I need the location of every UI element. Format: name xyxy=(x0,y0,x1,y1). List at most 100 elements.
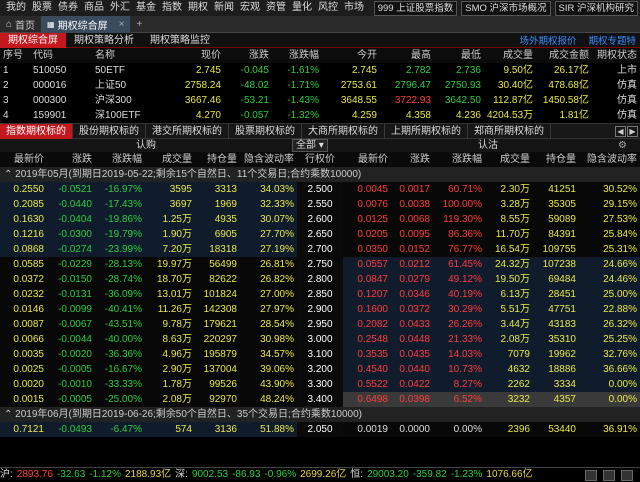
call-cell: 4935 xyxy=(195,212,240,227)
category-tab[interactable]: 指数期权标的 xyxy=(0,123,73,139)
option-chain-row[interactable]: 0.0015 -0.0005 -25.00% 2.08万 92970 48.24% 3.40… xyxy=(0,392,640,407)
menu-item[interactable]: 商品 xyxy=(84,2,104,13)
column-header[interactable]: 持仓量 xyxy=(195,152,240,167)
menu-item[interactable]: 债券 xyxy=(58,2,78,13)
table-row[interactable]: 4 159901 深100ETF 4.270 -0.057 -1.32% 4.259 4.35… xyxy=(0,108,640,123)
call-cell: 43.90% xyxy=(240,377,297,392)
strike-header[interactable]: 行权价 xyxy=(297,152,343,167)
strike-price: 2.600 xyxy=(297,212,343,227)
quick-button[interactable]: 999 上证股票指数 xyxy=(373,0,458,16)
option-chain-row[interactable]: 0.1216 -0.0300 -19.79% 1.90万 6905 27.70% 2.650… xyxy=(0,227,640,242)
column-header[interactable]: 涨跌幅 xyxy=(95,152,145,167)
close-icon[interactable]: × xyxy=(118,18,125,30)
put-cell: 0.3535 xyxy=(343,347,391,362)
table-cell: -53.21 xyxy=(240,95,269,106)
header-link[interactable]: 场外期权报价 xyxy=(519,36,577,47)
column-header[interactable]: 隐含波动率 xyxy=(579,152,640,167)
put-cell: 40.19% xyxy=(433,287,485,302)
option-chain-row[interactable]: 0.0020 -0.0010 -33.33% 1.78万 99526 43.90% 3.30… xyxy=(0,377,640,392)
table-cell: 4.236 xyxy=(455,110,481,121)
category-tab[interactable]: 股票期权标的 xyxy=(229,123,302,139)
option-chain-row[interactable]: 0.0232 -0.0131 -36.09% 13.01万 101824 27.00% 2.… xyxy=(0,287,640,302)
menu-item[interactable]: 指数 xyxy=(162,2,182,13)
option-chain-row[interactable]: 0.0868 -0.0274 -23.99% 7.20万 18318 27.19% 2.70… xyxy=(0,242,640,257)
collapse-icon[interactable]: ⌃ xyxy=(4,409,16,420)
expiry-group-row[interactable]: ⌃ 2019年05月(到期日2019-05-22;剩余15个自然日、11个交易日… xyxy=(0,167,640,182)
menu-item[interactable]: 股票 xyxy=(32,2,52,13)
status-icon[interactable] xyxy=(603,469,615,481)
option-chain-row[interactable]: 0.0087 -0.0067 -43.51% 9.78万 179621 28.54% 2.9… xyxy=(0,317,640,332)
settings-gear-icon[interactable]: ⚙ xyxy=(618,140,627,151)
option-chain-row[interactable]: 0.0585 -0.0229 -28.13% 19.97万 56499 26.81% 2.7… xyxy=(0,257,640,272)
column-header[interactable]: 成交量 xyxy=(145,152,195,167)
next-arrow-icon[interactable]: ▶ xyxy=(627,125,638,137)
option-chain-row[interactable]: 0.0372 -0.0150 -28.74% 18.70万 82622 26.82% 2.8… xyxy=(0,272,640,287)
menu-item[interactable]: 基金 xyxy=(136,2,156,13)
column-header[interactable]: 涨跌 xyxy=(224,48,272,63)
column-header[interactable]: 最低 xyxy=(434,48,484,63)
subtab[interactable]: 期权策略分析 xyxy=(74,34,134,46)
put-cell: 27.53% xyxy=(579,212,640,227)
expiry-group-row[interactable]: ⌃ 2019年06月(到期日2019-06-26;剩余50个自然日、35个交易日… xyxy=(0,407,640,422)
quick-button[interactable]: SMO 沪深市场概况 xyxy=(461,0,551,16)
category-tab[interactable]: 郑商所期权标的 xyxy=(468,123,551,139)
menu-item[interactable]: 新闻 xyxy=(214,2,234,13)
prev-arrow-icon[interactable]: ◀ xyxy=(615,125,626,137)
tab-home[interactable]: ⌂ 首页 xyxy=(6,18,36,32)
table-row[interactable]: 3 000300 沪深300 3667.46 -53.21 -1.43% 3648.55 37… xyxy=(0,93,640,108)
put-cell: 2396 xyxy=(485,422,533,437)
table-row[interactable]: 2 000016 上证50 2758.24 -48.02 -1.71% 2753.61 279… xyxy=(0,78,640,93)
option-chain-row[interactable]: 0.0035 -0.0020 -36.36% 4.96万 195879 34.57% 3.1… xyxy=(0,347,640,362)
menu-item[interactable]: 宏观 xyxy=(240,2,260,13)
menu-item[interactable]: 期权 xyxy=(188,2,208,13)
column-header[interactable]: 成交量 xyxy=(484,48,536,63)
subtab[interactable]: 期权综合屏 xyxy=(0,32,66,48)
column-header[interactable]: 涨跌幅 xyxy=(433,152,485,167)
call-cell: 6905 xyxy=(195,227,240,242)
quick-button[interactable]: SIR 沪深机构研究 xyxy=(554,0,638,16)
option-chain-row[interactable]: 0.0066 -0.0044 -40.00% 8.63万 220297 30.98% 3.0… xyxy=(0,332,640,347)
menu-item[interactable]: 风控 xyxy=(318,2,338,13)
menu-item[interactable]: 市场 xyxy=(344,2,364,13)
category-tab[interactable]: 上期所期权标的 xyxy=(385,123,468,139)
table-row[interactable]: 1 510050 50ETF 2.745 -0.045 -1.61% 2.745 2.782 2… xyxy=(0,63,640,78)
column-header[interactable]: 现价 xyxy=(154,48,224,63)
column-header[interactable]: 序号 xyxy=(0,48,30,63)
menu-item[interactable]: 资管 xyxy=(266,2,286,13)
new-tab-button[interactable]: + xyxy=(136,18,143,30)
category-tab[interactable]: 大商所期权标的 xyxy=(302,123,385,139)
option-chain-row[interactable]: 0.2550 -0.0521 -16.97% 3595 3313 34.03% 2.500 0… xyxy=(0,182,640,197)
column-header[interactable]: 代码 xyxy=(30,48,92,63)
subtab[interactable]: 期权策略监控 xyxy=(150,34,210,46)
column-header[interactable]: 今开 xyxy=(322,48,380,63)
column-header[interactable]: 期权状态 xyxy=(592,48,640,63)
menu-item[interactable]: 我的 xyxy=(6,2,26,13)
option-chain-row[interactable]: 0.2085 -0.0440 -17.43% 3697 1969 32.33% 2.550 0… xyxy=(0,197,640,212)
tab-options-screen[interactable]: ▦ 期权综合屏 × xyxy=(41,15,131,33)
option-chain-row[interactable]: 0.0025 -0.0005 -16.67% 2.90万 137004 39.06% 3.2… xyxy=(0,362,640,377)
expiry-filter-select[interactable]: 全部 ▾ xyxy=(292,139,328,152)
column-header[interactable]: 最新价 xyxy=(0,152,47,167)
column-header[interactable]: 名称 xyxy=(92,48,154,63)
header-link[interactable]: 期权专题特 xyxy=(588,36,636,47)
status-icon[interactable] xyxy=(621,469,633,481)
column-header[interactable]: 成交量 xyxy=(485,152,533,167)
category-tab[interactable]: 港交所期权标的 xyxy=(146,123,229,139)
option-chain-row[interactable]: 0.7121 -0.0493 -6.47% 574 3136 51.88% 2.050 0.0… xyxy=(0,422,640,437)
strike-price: 2.650 xyxy=(297,227,343,242)
column-header[interactable]: 涨跌 xyxy=(47,152,95,167)
menu-item[interactable]: 量化 xyxy=(292,2,312,13)
column-header[interactable]: 隐含波动率 xyxy=(240,152,297,167)
option-chain-row[interactable]: 0.1630 -0.0404 -19.86% 1.25万 4935 30.07% 2.600… xyxy=(0,212,640,227)
column-header[interactable]: 最高 xyxy=(380,48,434,63)
collapse-icon[interactable]: ⌃ xyxy=(4,169,16,180)
column-header[interactable]: 成交金额 xyxy=(536,48,592,63)
column-header[interactable]: 涨跌幅 xyxy=(272,48,322,63)
menu-item[interactable]: 外汇 xyxy=(110,2,130,13)
option-chain-row[interactable]: 0.0146 -0.0099 -40.41% 11.26万 142308 27.97% 2.… xyxy=(0,302,640,317)
column-header[interactable]: 持仓量 xyxy=(533,152,579,167)
column-header[interactable]: 涨跌 xyxy=(391,152,433,167)
status-icon[interactable] xyxy=(585,469,597,481)
category-tab[interactable]: 股份期权标的 xyxy=(73,123,146,139)
column-header[interactable]: 最新价 xyxy=(343,152,391,167)
